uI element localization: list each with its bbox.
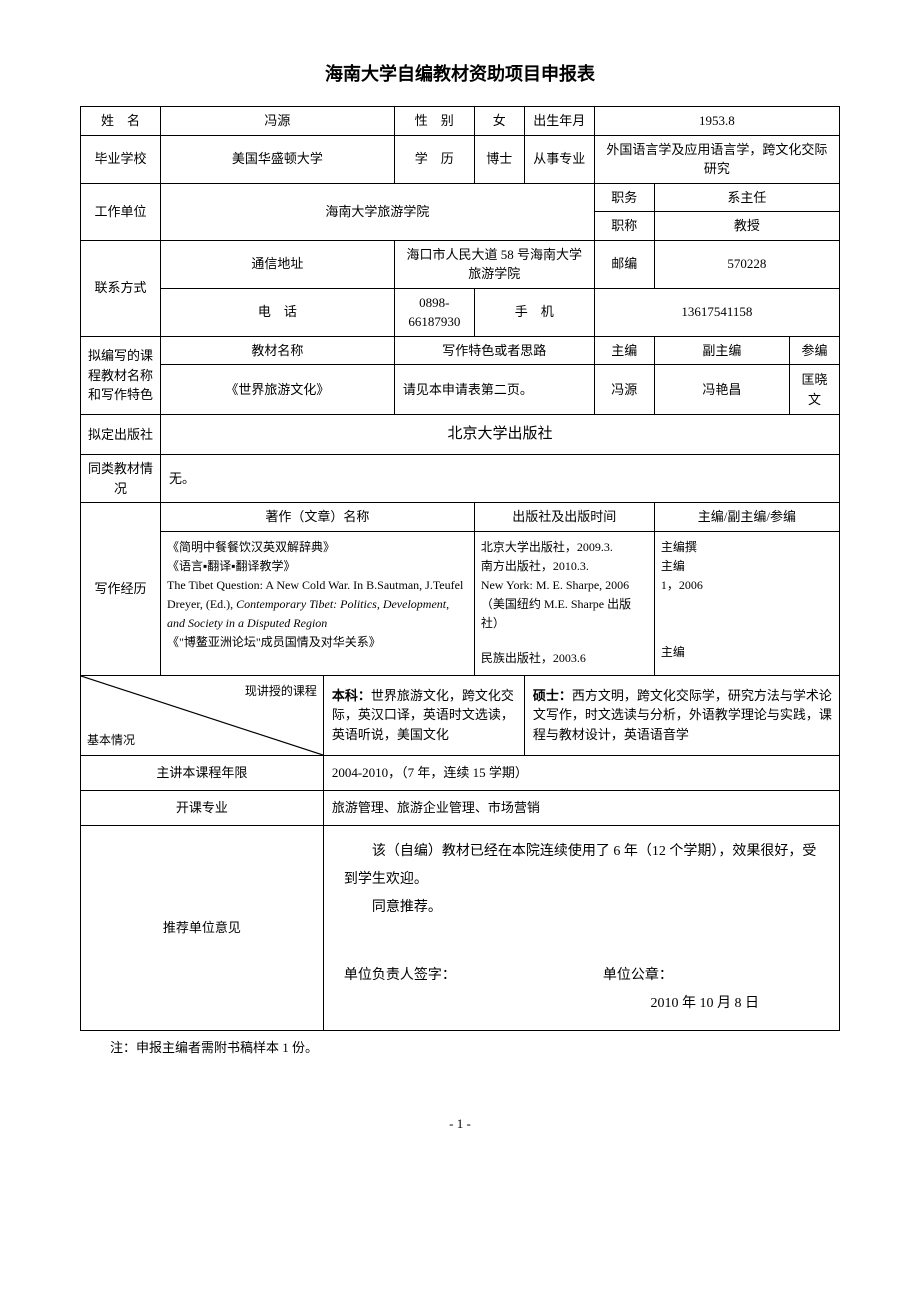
value-publisher: 北京大学出版社 [161,415,840,455]
label-offered-major: 开课专业 [81,790,324,825]
role-2: 主编 [661,557,833,576]
label-chief-editor: 主编 [594,336,654,365]
value-position: 系主任 [654,183,839,212]
value-birth: 1953.8 [594,107,839,136]
value-address: 海口市人民大道 58 号海南大学旅游学院 [394,240,594,288]
pub-2: 南方出版社，2010.3. [481,557,648,576]
rec-text-2: 同意推荐。 [344,894,819,922]
label-gender: 性 别 [394,107,474,136]
value-deputy-editor: 冯艳昌 [654,365,789,415]
label-publisher: 拟定出版社 [81,415,161,455]
value-offered-major: 旅游管理、旅游企业管理、市场营销 [323,790,839,825]
value-postcode: 570228 [654,240,839,288]
label-rec-unit: 推荐单位意见 [81,825,324,1030]
work-1: 《简明中餐餐饮汉英双解辞典》 [167,538,468,557]
label-unit-seal: 单位公章： [603,968,673,983]
value-name: 冯源 [161,107,395,136]
label-basic-info: 基本情况 [87,731,135,749]
work-2: 《语言▪翻译▪翻译教学》 [167,557,468,576]
value-gender: 女 [474,107,524,136]
label-contact: 联系方式 [81,240,161,336]
label-editor-role: 主编/副主编/参编 [654,503,839,532]
label-textbook-name: 教材名称 [161,336,395,365]
role-3: 1，2006 [661,576,833,595]
value-title-rank: 教授 [654,212,839,241]
work-4: 《"博鳌亚洲论坛"成员国情及对华关系》 [167,633,468,652]
label-courses-taught: 现讲授的课程 [245,682,317,700]
value-participant: 匡晓文 [790,365,840,415]
role-4: 主编 [661,643,833,662]
label-title-rank: 职称 [594,212,654,241]
value-major: 外国语言学及应用语言学，跨文化交际研究 [594,135,839,183]
application-form-table: 姓 名 冯源 性 别 女 出生年月 1953.8 毕业学校 美国华盛顿大学 学 … [80,106,840,1031]
pub-list: 北京大学出版社，2009.3. 南方出版社，2010.3. New York: … [474,531,654,675]
value-workunit: 海南大学旅游学院 [161,183,595,240]
label-mobile: 手 机 [474,288,594,336]
label-phone: 电 话 [161,288,395,336]
label-textbook: 拟编写的课程教材名称和写作特色 [81,336,161,415]
label-similar: 同类教材情况 [81,455,161,503]
rec-content: 该（自编）教材已经在本院连续使用了 6 年（12 个学期），效果很好，受到学生欢… [323,825,839,1030]
diagonal-header: 现讲授的课程 基本情况 [81,675,324,755]
label-workunit: 工作单位 [81,183,161,240]
role-list: 主编撰 主编 1，2006 主编 [654,531,839,675]
label-work-name: 著作（文章）名称 [161,503,475,532]
master-courses: 硕士：西方文明，跨文化交际学，研究方法与学术论文写作，时文选读与分析，外语教学理… [524,675,839,755]
value-date: 2010 年 10 月 8 日 [344,990,819,1018]
pub-1: 北京大学出版社，2009.3. [481,538,648,557]
label-school: 毕业学校 [81,135,161,183]
value-textbook-name: 《世界旅游文化》 [161,365,395,415]
role-1: 主编撰 [661,538,833,557]
label-participant: 参编 [790,336,840,365]
label-address: 通信地址 [161,240,395,288]
value-phone: 0898-66187930 [394,288,474,336]
value-education: 博士 [474,135,524,183]
label-education: 学 历 [394,135,474,183]
value-mobile: 13617541158 [594,288,839,336]
value-school: 美国华盛顿大学 [161,135,395,183]
label-unit-head-sig: 单位负责人签字： [344,968,456,983]
label-deputy-editor: 副主编 [654,336,789,365]
label-birth: 出生年月 [524,107,594,136]
form-title: 海南大学自编教材资助项目申报表 [80,60,840,86]
page-number: - 1 - [80,1116,840,1132]
label-pub-time: 出版社及出版时间 [474,503,654,532]
work-3: The Tibet Question: A New Cold War. In B… [167,576,468,634]
form-note: 注：申报主编者需附书稿样本 1 份。 [80,1037,840,1056]
rec-text-1: 该（自编）教材已经在本院连续使用了 6 年（12 个学期），效果很好，受到学生欢… [344,838,819,894]
label-years-teaching: 主讲本课程年限 [81,755,324,790]
works-list: 《简明中餐餐饮汉英双解辞典》 《语言▪翻译▪翻译教学》 The Tibet Qu… [161,531,475,675]
value-chief-editor: 冯源 [594,365,654,415]
pub-4: 民族出版社，2003.6 [481,649,648,668]
label-name: 姓 名 [81,107,161,136]
label-postcode: 邮编 [594,240,654,288]
undergrad-courses: 本科：世界旅游文化，跨文化交际，英汉口译，英语时文选读，英语听说，美国文化 [323,675,524,755]
label-major: 从事专业 [524,135,594,183]
value-writing-style: 请见本申请表第二页。 [394,365,594,415]
value-similar: 无。 [161,455,840,503]
label-writing-style: 写作特色或者思路 [394,336,594,365]
label-writing-exp: 写作经历 [81,503,161,676]
label-position: 职务 [594,183,654,212]
value-years-teaching: 2004-2010，（7 年，连续 15 学期） [323,755,839,790]
pub-3: New York: M. E. Sharpe, 2006（美国纽约 M.E. S… [481,576,648,634]
